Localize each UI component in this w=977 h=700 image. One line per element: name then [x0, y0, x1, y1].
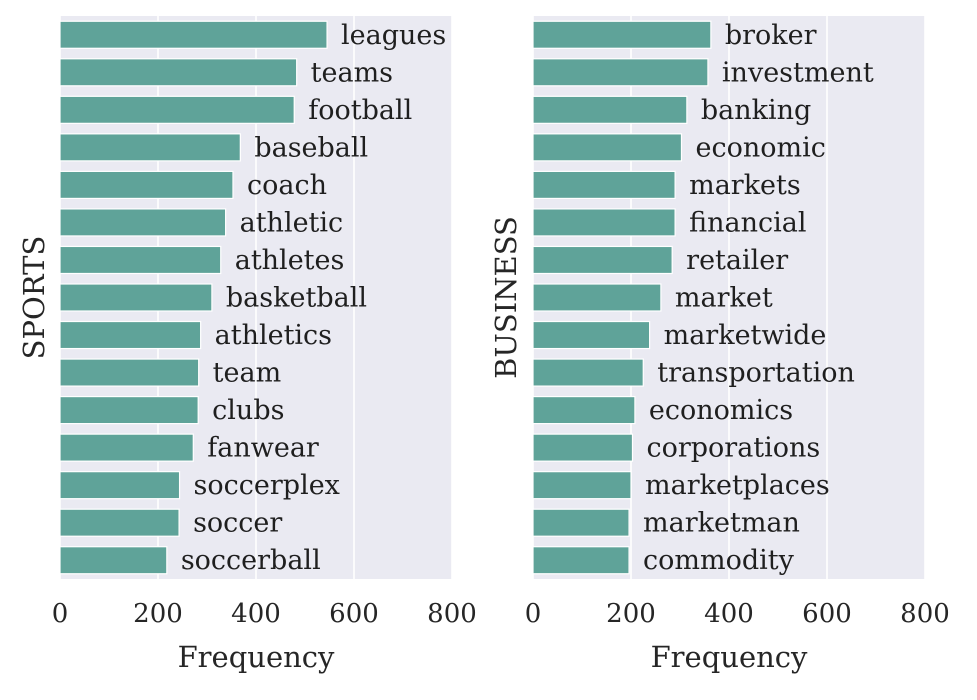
bar-label: corporations [646, 433, 820, 464]
x-tick-label: 600 [802, 599, 852, 629]
bar-label: market [675, 283, 773, 314]
y-axis-title: BUSINESS [489, 216, 523, 379]
bar [532, 358, 644, 387]
y-axis-title: SPORTS [17, 236, 51, 360]
bar [59, 58, 298, 87]
bar-label: commodity [643, 545, 795, 576]
bar-label: fanwear [207, 433, 319, 464]
bar-label: athletes [235, 245, 345, 276]
bar [59, 283, 213, 312]
bar-label: soccerplex [194, 470, 340, 501]
bar-label: banking [701, 95, 811, 126]
bar [532, 320, 651, 350]
bar-label: markets [689, 170, 801, 201]
bar [59, 133, 241, 162]
bar [59, 320, 202, 350]
bar-label: basketball [226, 283, 367, 314]
bar [59, 358, 200, 387]
bar [532, 133, 683, 162]
x-tick-label: 800 [900, 599, 950, 629]
bar-label: marketman [643, 508, 800, 539]
x-tick-label: 600 [329, 599, 379, 629]
bar-label: soccer [193, 508, 282, 539]
bar-label: leagues [341, 20, 446, 51]
bar [532, 508, 630, 537]
bar [532, 395, 636, 425]
bar-label: broker [725, 20, 817, 51]
x-tick-label: 200 [133, 599, 183, 629]
bar-label: athletic [240, 207, 344, 238]
bar [59, 170, 234, 200]
business-chart: 0 200 400 600 800 broker investment banking econ… [489, 16, 950, 674]
bar [59, 395, 199, 425]
bar-label: soccerball [181, 545, 321, 576]
bar-label: football [308, 95, 412, 126]
bar [532, 283, 662, 312]
x-axis-title: Frequency [651, 640, 808, 674]
bar [532, 58, 709, 87]
x-axis-title: Frequency [178, 640, 335, 674]
bar-label: economics [649, 395, 793, 426]
bar-label: marketwide [664, 320, 827, 351]
bar-label: retailer [686, 245, 788, 276]
x-tick-label: 0 [52, 599, 69, 629]
bar [59, 508, 180, 537]
bar [59, 471, 181, 500]
bar [59, 20, 328, 49]
bar [532, 95, 688, 124]
bar-label: baseball [254, 132, 368, 163]
bar [532, 208, 676, 237]
bar [59, 208, 227, 237]
x-tick-label: 400 [704, 599, 754, 629]
x-tick-label: 800 [427, 599, 477, 629]
bar [532, 20, 712, 49]
bar-label: investment [722, 57, 874, 88]
bar [532, 170, 676, 200]
bar-label: teams [311, 57, 393, 88]
x-tick-label: 400 [231, 599, 281, 629]
bar-label: financial [689, 207, 806, 238]
x-tick-label: 0 [525, 599, 542, 629]
bar-label: team [213, 358, 282, 389]
bar [532, 471, 632, 500]
bar-label: coach [247, 170, 327, 201]
bar [532, 433, 634, 462]
bar [59, 546, 168, 575]
bar [59, 245, 222, 275]
bar-label: clubs [212, 395, 284, 426]
bar-label: marketplaces [645, 470, 830, 501]
bar [532, 546, 630, 575]
bar [59, 95, 295, 124]
bar [532, 245, 673, 275]
bar-label: athletics [215, 320, 332, 351]
bar-label: transportation [657, 358, 855, 389]
bar-label: economic [695, 132, 825, 163]
bar [59, 433, 194, 462]
x-tick-label: 200 [606, 599, 656, 629]
sports-chart: 0 200 400 600 800 leagues teams football basebal… [17, 16, 477, 674]
